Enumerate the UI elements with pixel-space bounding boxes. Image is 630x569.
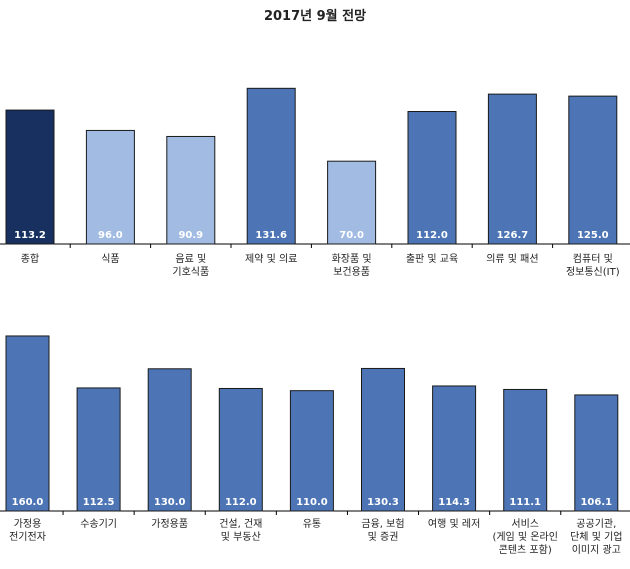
category-label: 및 증권 [368, 531, 399, 543]
category-label: 금융, 보험 [361, 518, 404, 530]
bar [361, 367, 405, 512]
category-label: 및 부동산 [221, 531, 261, 543]
bar [166, 135, 216, 245]
data-label: 90.9 [178, 230, 203, 241]
category-label: (게임 및 온라인 [492, 530, 557, 543]
data-label: 114.3 [438, 497, 470, 508]
category-label: 기호식품 [172, 266, 209, 278]
category-label: 유통 [303, 518, 321, 530]
bar [503, 388, 548, 512]
category-label: 제약 및 의료 [245, 253, 297, 265]
bar [218, 387, 263, 512]
category-label: 건설, 건재 [219, 518, 262, 530]
data-label: 110.0 [296, 497, 328, 508]
data-label: 106.1 [580, 497, 612, 508]
data-label: 131.6 [255, 230, 287, 241]
category-label: 식품 [101, 253, 119, 265]
category-label: 정보통신(IT) [566, 266, 620, 278]
bar [289, 390, 334, 512]
bar [147, 368, 192, 512]
category-label: 화장품 및 [332, 253, 372, 265]
category-label: 보건용품 [333, 266, 370, 278]
category-label: 수송기기 [80, 518, 117, 530]
category-label: 전기전자 [9, 531, 46, 543]
category-label: 가정용품 [151, 518, 188, 530]
data-label: 112.0 [225, 497, 257, 508]
bar [327, 160, 377, 245]
chart-title: 2017년 9월 전망 [263, 9, 367, 24]
bar [5, 109, 55, 245]
category-label: 가정용 [14, 518, 42, 530]
category-label: 의류 및 패션 [486, 253, 538, 265]
data-label: 126.7 [497, 230, 529, 241]
data-label: 113.2 [14, 230, 46, 241]
category-label: 서비스 [511, 518, 539, 530]
data-label: 130.3 [367, 497, 399, 508]
data-label: 96.0 [98, 230, 123, 241]
data-label: 70.0 [339, 230, 364, 241]
category-label: 출판 및 교육 [406, 253, 458, 265]
bar [246, 87, 296, 245]
category-label: 여행 및 레저 [428, 518, 480, 530]
data-label: 160.0 [12, 497, 44, 508]
category-label: 컴퓨터 및 [573, 253, 613, 265]
category-label: 공공기관, [576, 518, 616, 530]
bar [76, 387, 121, 512]
bar [5, 335, 50, 512]
bar [574, 394, 619, 512]
bar [85, 129, 135, 245]
data-label: 112.0 [416, 230, 448, 241]
category-label: 음료 및 [175, 253, 206, 265]
category-label: 종합 [21, 253, 39, 265]
data-label: 112.5 [83, 497, 115, 508]
bar [407, 111, 457, 245]
data-label: 111.1 [509, 497, 541, 508]
data-label: 125.0 [577, 230, 609, 241]
bar [487, 93, 537, 245]
category-label: 단체 및 기업 [570, 530, 622, 543]
data-label: 130.0 [154, 497, 186, 508]
bar [568, 95, 618, 245]
category-label: 이미지 광고 [572, 544, 621, 556]
bar [432, 385, 477, 512]
category-label: 콘텐츠 포함) [499, 544, 552, 556]
